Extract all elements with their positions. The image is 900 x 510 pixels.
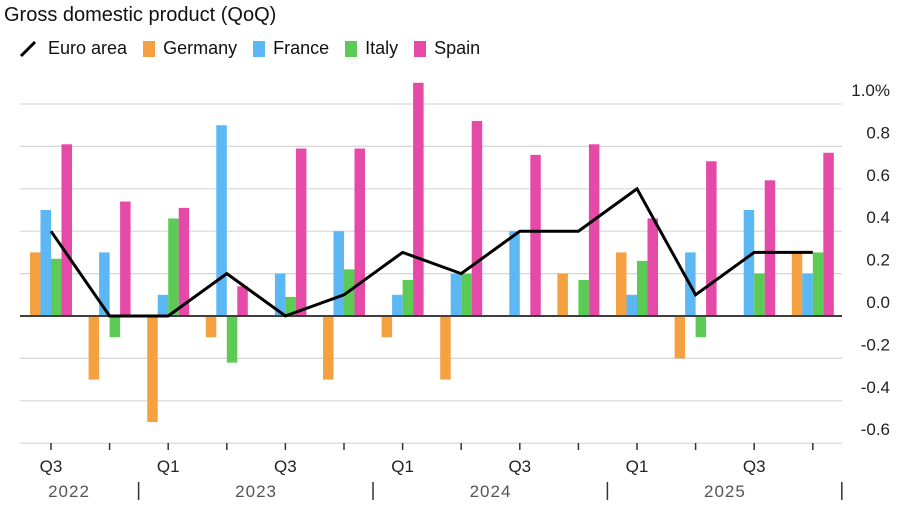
x-tick-label: Q1 [157,457,180,476]
bar-france-2024-Q2 [450,273,462,316]
bar-italy-2024-Q2 [461,273,472,316]
legend-item-france: France [253,38,329,59]
legend-label: Spain [434,38,481,58]
bar-france-2023-Q4 [333,231,344,316]
bar-germany-2024-Q1 [381,316,393,338]
legend-item-germany: Germany [143,38,237,59]
bar-france-2023-Q1 [157,294,169,316]
bar-france-2024-Q3 [509,231,520,316]
swatch-icon [253,40,266,57]
bar-spain-2024-Q3 [530,154,541,316]
bar-france-2025-Q4 [802,273,813,316]
bar-spain-2023-Q2 [237,286,248,316]
bar-italy-2025-Q4 [812,252,824,316]
bar-germany-2024-Q4 [557,273,568,316]
year-label: 2022 [48,482,90,501]
y-tick-label: 0.6 [866,166,890,185]
y-tick-label: 0.4 [866,208,890,227]
chart-title: Gross domestic product (QoQ) [4,4,277,26]
bar-germany-2025-Q1 [616,252,627,316]
y-tick-label: 1.0% [851,81,890,100]
swatch-icon [414,40,427,57]
bar-spain-2024-Q1 [413,82,424,316]
swatch-icon [143,40,156,57]
bar-france-2022-Q4 [99,252,110,316]
legend-label: Germany [163,38,238,58]
y-tick-label: -0.4 [861,378,890,397]
bar-france-2022-Q3 [40,210,51,316]
bar-italy-2022-Q3 [51,258,62,316]
x-tick-label: Q3 [274,457,297,476]
line-swatch-icon [19,40,37,57]
x-tick-label: Q1 [391,457,414,476]
bar-spain-2023-Q4 [354,148,365,316]
bar-spain-2025-Q4 [823,152,834,316]
year-label: 2024 [470,482,512,501]
bar-france-2023-Q3 [274,273,286,316]
swatch-icon [345,40,358,57]
bar-spain-2023-Q3 [295,148,307,316]
bar-spain-2023-Q1 [178,207,190,316]
year-label: 2025 [704,482,746,501]
legend-item-spain: Spain [414,38,480,59]
y-tick-label: -0.6 [861,420,890,439]
bar-germany-2025-Q4 [791,252,803,316]
bar-italy-2022-Q4 [109,316,121,338]
bar-germany-2024-Q2 [440,316,451,380]
bar-france-2025-Q1 [626,294,637,316]
y-tick-label: 0.8 [866,123,890,142]
bar-germany-2023-Q4 [323,316,334,380]
x-tick-label: Q3 [40,457,63,476]
y-tick-label: 0.2 [866,251,890,270]
bar-france-2024-Q1 [392,294,403,316]
legend-label: France [273,38,330,58]
bar-italy-2023-Q3 [285,296,296,316]
bar-spain-2025-Q2 [706,161,717,316]
legend-item-euro-area: Euro area [18,38,127,59]
bar-italy-2023-Q1 [168,218,179,316]
bar-spain-2022-Q4 [120,201,131,316]
bar-italy-2025-Q1 [637,260,648,316]
legend-label: Euro area [48,38,128,58]
bar-spain-2025-Q3 [764,180,776,316]
bar-france-2023-Q2 [216,125,227,316]
bar-italy-2024-Q1 [402,279,414,316]
bar-germany-2025-Q2 [674,316,686,359]
y-tick-label: 0.0 [866,293,890,312]
bar-germany-2022-Q3 [30,252,41,316]
legend: Euro area Germany France Italy Spain [18,38,480,59]
bar-spain-2024-Q2 [471,120,483,317]
bar-france-2025-Q3 [743,210,755,316]
year-label: 2023 [235,482,277,501]
x-tick-label: Q3 [743,457,766,476]
euro-area-line [49,186,813,318]
bar-italy-2025-Q3 [754,273,765,316]
bar-italy-2023-Q2 [226,316,238,363]
bar-spain-2024-Q4 [588,144,600,316]
y-tick-label: -0.2 [861,335,890,354]
legend-label: Italy [365,38,399,58]
bar-germany-2023-Q1 [147,316,158,422]
legend-item-italy: Italy [345,38,398,59]
bar-spain-2025-Q1 [647,218,658,316]
bar-germany-2022-Q4 [88,316,100,380]
bar-spain-2022-Q3 [61,144,72,316]
bar-italy-2025-Q2 [695,316,707,338]
x-tick-label: Q3 [508,457,531,476]
bar-italy-2024-Q4 [578,279,589,316]
bar-germany-2023-Q2 [205,316,217,338]
x-tick-label: Q1 [626,457,649,476]
